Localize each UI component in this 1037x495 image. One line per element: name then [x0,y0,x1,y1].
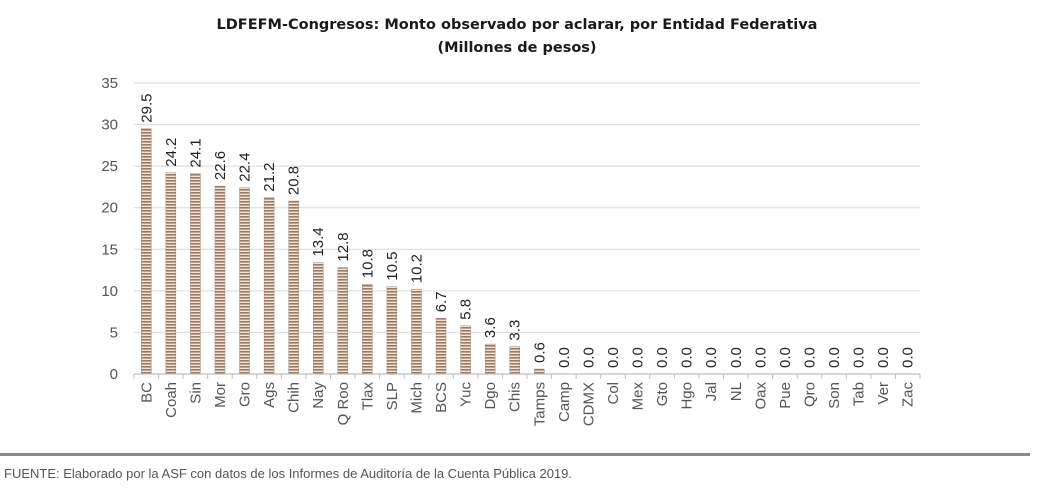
x-tick-label: Qro [801,382,818,407]
data-label: 5.8 [458,299,475,320]
x-tick-label: Chis [507,382,524,412]
bar [263,197,275,375]
x-tick-label: Sin [187,382,204,404]
x-tick-label: Gto [654,382,671,406]
bar [313,262,324,375]
x-tick-label: Tamps [531,382,548,426]
data-label: 24.1 [187,138,204,167]
x-tick-label: NL [728,382,745,401]
bar [411,288,422,375]
divider-line [0,453,1030,456]
x-tick-label: Zac [900,382,917,408]
x-tick-label: BC [138,382,155,403]
data-label: 24.2 [163,138,180,167]
y-axis: 0 5 10 15 20 25 30 35 [101,75,118,383]
bar [460,325,471,375]
data-label: 22.4 [237,153,254,182]
data-label: 0.0 [580,347,597,368]
data-label: 10.5 [384,251,401,280]
x-axis: BC Coah Sin Mor Gro Ags Chih Nay Q Roo Tlax SLP Mic… [133,373,921,426]
data-label: 0.0 [728,347,745,368]
y-tick-label: 20 [101,200,118,217]
data-label: 13.4 [310,227,327,256]
data-label: 21.2 [261,163,278,192]
bar [239,187,250,375]
data-label: 0.0 [703,347,720,368]
x-tick-label: Ags [261,382,278,408]
chart-subtitle: (Millones de pesos) [437,40,596,56]
bar [509,346,520,375]
y-tick-label: 30 [101,117,118,134]
x-tick-label: Mor [212,382,229,408]
data-label: 0.0 [679,347,696,368]
data-label: 0.0 [752,347,769,368]
bar [435,318,447,375]
bar [362,284,373,375]
bar [141,128,152,375]
x-tick-label: Q Roo [335,382,352,425]
source-note: FUENTE: Elaborado por la ASF con datos d… [4,466,572,481]
bar [534,368,545,375]
data-label: 12.8 [335,232,352,261]
data-label: 0.0 [875,347,892,368]
data-label: 0.0 [654,347,671,368]
data-label: 0.0 [605,347,622,368]
data-label: 10.8 [359,249,376,278]
data-label: 6.7 [433,291,450,312]
y-tick-label: 35 [101,75,118,92]
x-tick-label: Pue [777,382,794,409]
y-tick-label: 15 [101,241,118,258]
x-tick-label: SLP [384,382,401,410]
x-tick-label: Tab [851,382,868,406]
x-tick-label: CDMX [580,382,597,426]
data-label: 0.0 [900,347,917,368]
y-tick-label: 0 [110,366,118,383]
x-tick-label: Yuc [458,382,475,408]
x-tick-label: BCS [433,382,450,413]
data-label: 29.5 [138,94,155,123]
x-tick-label: Gro [237,382,254,407]
bar [214,185,226,375]
x-tick-label: Ver [875,382,892,405]
x-tick-label: Chih [286,382,303,413]
chart-title: LDFEFM-Congresos: Monto observado por ac… [217,17,818,33]
y-tick-label: 25 [101,158,118,175]
data-label: 0.0 [801,347,818,368]
bar-chart: LDFEFM-Congresos: Monto observado por ac… [101,17,921,426]
x-tick-label: Dgo [482,382,499,410]
x-tick-label: Coah [163,382,180,418]
x-tick-label: Tlax [359,382,376,411]
data-labels: 29.5 24.2 24.1 22.6 22.4 21.2 20.8 13.4 12.8 10.8… [138,94,916,368]
y-tick-label: 5 [110,324,118,341]
bar [337,267,348,375]
x-tick-label: Hgo [679,382,696,410]
data-label: 20.8 [286,166,303,195]
x-tick-label: Camp [556,382,573,422]
data-label: 0.0 [851,347,868,368]
bar [165,172,177,375]
data-label: 0.6 [531,342,548,363]
gridlines [134,82,920,333]
bar [386,286,398,375]
x-tick-label: Mex [630,382,647,411]
bar [288,200,299,375]
data-label: 0.0 [630,347,647,368]
x-tick-label: Mich [408,382,425,414]
y-tick-label: 10 [101,283,118,300]
bar [190,173,201,375]
data-label: 0.0 [826,347,843,368]
bar [484,343,496,375]
data-label: 10.2 [408,254,425,283]
data-label: 22.6 [212,151,229,180]
data-label: 3.6 [482,317,499,338]
x-tick-label: Jal [703,382,720,401]
data-label: 3.3 [507,320,524,341]
x-tick-label: Oax [752,382,769,410]
data-label: 0.0 [777,347,794,368]
data-label: 0.0 [556,347,573,368]
x-tick-label: Col [605,382,622,405]
bars [141,128,545,375]
x-tick-label: Nay [310,382,327,409]
x-tick-label: Son [826,382,843,409]
